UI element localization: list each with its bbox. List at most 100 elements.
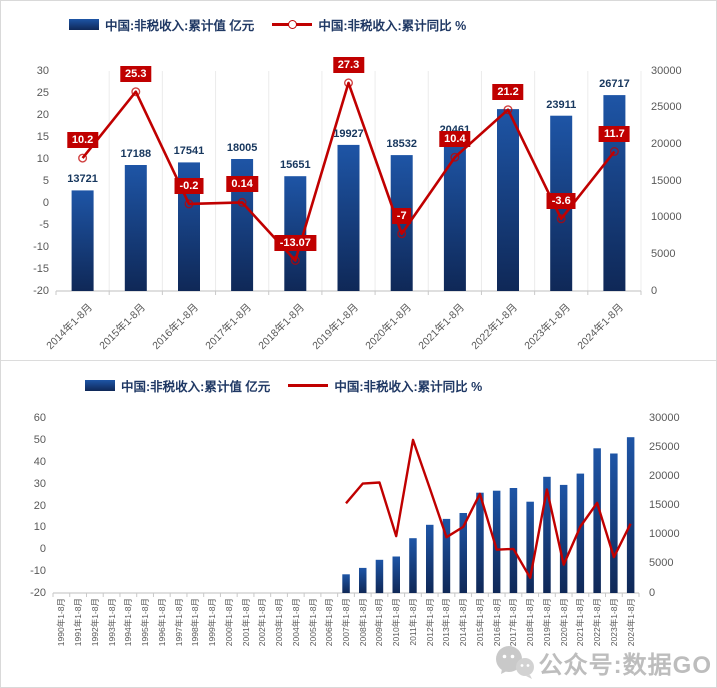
x-axis-label: 2004年1-8月	[290, 598, 301, 647]
bar-value-label: 17541	[173, 145, 205, 158]
bar	[284, 176, 307, 291]
right-axis-tick-label: 0	[649, 586, 656, 599]
bar	[409, 538, 417, 593]
bar	[359, 567, 367, 593]
bar-series-swatch	[85, 380, 115, 391]
x-axis-label: 2006年1-8月	[324, 598, 335, 647]
left-axis-tick-label: 0	[42, 197, 49, 209]
line-point-marker	[184, 199, 194, 209]
bar	[497, 109, 519, 291]
left-axis-tick-label: 15	[36, 131, 49, 143]
legend-item-yoy: 中国:非税收入:累计同比 %	[272, 15, 466, 34]
x-axis-label: 2015年1-8月	[474, 598, 485, 647]
x-axis-label: 1999年1-8月	[207, 598, 218, 647]
line-point-marker	[503, 105, 513, 115]
bar-value-label: 17188	[120, 147, 152, 160]
bottom-chart-plot: 60 50 40 30 20 10 0 -10 -20 30000 25000 20000 15000 1…	[1, 361, 716, 687]
line-point-marker	[131, 87, 141, 97]
line-data-label-box: -7	[391, 207, 412, 224]
x-axis-label: 2014年1-8月	[458, 598, 469, 647]
bar-series-label: 中国:非税收入:累计值 亿元	[121, 380, 271, 394]
bar	[124, 165, 147, 291]
line-data-label-box: 21.2	[492, 83, 524, 100]
bar-value-label: 19927	[333, 127, 364, 140]
top-chart-legend: 中国:非税收入:累计值 亿元 中国:非税收入:累计同比 %	[69, 15, 466, 34]
x-axis-label: 2001年1-8月	[240, 598, 251, 647]
bottom-chart-legend: 中国:非税收入:累计值 亿元 中国:非税收入:累计同比 %	[85, 376, 482, 395]
bar-value-label: 13721	[67, 173, 98, 186]
left-axis-tick-label: 30	[36, 65, 49, 77]
right-axis-tick-label: 5000	[651, 247, 676, 260]
legend-item-cumulative-value: 中国:非税收入:累计值 亿元	[85, 376, 270, 395]
left-axis-tick-label: 10	[36, 153, 49, 165]
x-axis-label: 2002年1-8月	[257, 598, 268, 647]
bar	[476, 492, 484, 593]
left-axis-tick-label: 20	[33, 499, 46, 512]
x-axis-label: 1998年1-8月	[190, 598, 201, 647]
line-data-label-box: -13.07	[274, 234, 316, 251]
line-swatch-marker-icon	[288, 20, 298, 29]
right-axis-tick-label: 20000	[649, 469, 680, 482]
bar-series-swatch	[69, 19, 99, 30]
bar-value-label: 15651	[280, 159, 311, 172]
x-axis-label: 2011年1-8月	[407, 598, 418, 646]
top-chart-panel: 中国:非税收入:累计值 亿元 中国:非税收入:累计同比 % 30 25 20 15 10…	[1, 1, 716, 361]
bar-value-label: 26717	[599, 78, 630, 91]
line-point-marker	[556, 214, 566, 224]
x-axis-label: 1990年1-8月	[56, 598, 67, 647]
line-point-marker	[397, 229, 407, 239]
bar	[543, 476, 551, 593]
bar	[459, 513, 467, 593]
left-axis-tick-label: 40	[33, 455, 46, 468]
bar	[443, 141, 466, 291]
line-data-label-box: 25.3	[120, 65, 152, 82]
bar	[71, 190, 94, 291]
line-data-label-box: 0.14	[226, 176, 258, 193]
right-axis-tick-label: 0	[651, 284, 658, 297]
left-axis-tick-label: -15	[33, 263, 49, 275]
line-data-label-box: 27.3	[332, 56, 365, 73]
bar	[375, 559, 384, 594]
line-series-label: 中国:非税收入:累计同比 %	[334, 380, 483, 394]
left-axis-tick-label: -5	[39, 219, 49, 231]
left-axis-tick-label: -10	[33, 241, 49, 253]
x-axis-label: 2012年1-8月	[424, 598, 435, 647]
bar-series	[71, 95, 626, 291]
bar-series	[342, 437, 635, 594]
bar	[593, 448, 601, 593]
x-axis-label: 1995年1-8月	[140, 598, 151, 647]
right-axis-tick-label: 25000	[651, 101, 682, 114]
left-axis-tick-label: -20	[33, 285, 49, 297]
bar-series-label: 中国:非税收入:累计值 亿元	[105, 19, 255, 33]
x-axis-label: 1996年1-8月	[156, 598, 167, 647]
x-axis-label: 2013年1-8月	[441, 598, 452, 647]
x-axis-label: 2000年1-8月	[223, 598, 234, 647]
right-axis-tick-label: 30000	[651, 64, 682, 77]
x-axis-label: 2008年1-8月	[357, 598, 368, 647]
bar	[337, 144, 360, 291]
bar	[603, 95, 626, 291]
line-data-label-box: -3.6	[546, 192, 576, 209]
right-axis-tick-label: 5000	[649, 557, 674, 570]
chart-canvas	[52, 437, 640, 597]
x-axis-label: 2007年1-8月	[341, 598, 351, 647]
bar-value-label: 23911	[546, 98, 577, 111]
left-axis-tick-label: 5	[42, 175, 49, 187]
x-axis-label: 1992年1-8月	[89, 598, 100, 647]
left-axis-tick-label: 10	[33, 521, 46, 534]
line-point-marker	[237, 197, 247, 207]
left-axis-tick-label: -20	[30, 587, 46, 599]
bottom-chart-panel: 中国:非税收入:累计值 亿元 中国:非税收入:累计同比 % 60 50 40 30 20…	[1, 361, 716, 687]
right-axis-tick-label: 10000	[649, 528, 680, 541]
x-axis-label: 1997年1-8月	[173, 598, 184, 647]
bar	[526, 501, 534, 593]
legend-item-cumulative-value: 中国:非税收入:累计值 亿元	[69, 15, 254, 34]
bar	[442, 518, 451, 593]
top-chart-plot: 30 25 20 15 10 5 0 -5 -10 -15 -20 30000 25000 20000 15…	[1, 1, 716, 360]
x-axis-label: 2010年1-8月	[391, 598, 402, 647]
left-axis-tick-label: 30	[33, 477, 46, 490]
line-series	[81, 81, 616, 262]
x-axis-label: 1991年1-8月	[73, 598, 84, 647]
line-swatch-stroke	[288, 384, 329, 387]
